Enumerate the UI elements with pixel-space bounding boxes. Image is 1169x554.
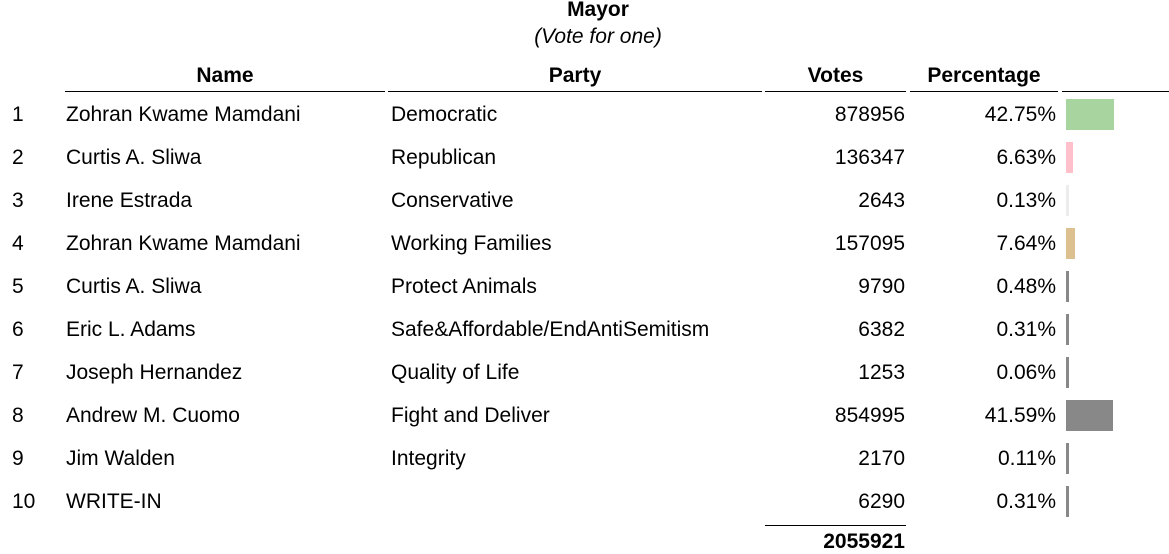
column-header: Name (196, 64, 254, 87)
header-rule (65, 91, 385, 92)
votes: 6382 (858, 318, 905, 341)
percentage-bar (1066, 314, 1069, 345)
votes: 6290 (858, 490, 905, 513)
party: Working Families (391, 232, 552, 255)
party: Safe&Affordable/EndAntiSemitism (391, 318, 710, 341)
candidate-name: Irene Estrada (66, 189, 193, 212)
candidate-name: Zohran Kwame Mamdani (66, 232, 301, 255)
rank: 2 (12, 146, 24, 169)
percentage-bar (1066, 142, 1074, 173)
votes: 9790 (858, 275, 905, 298)
rank: 9 (12, 447, 24, 470)
rank: 6 (12, 318, 24, 341)
votes: 136347 (834, 146, 905, 169)
candidate-name: Eric L. Adams (66, 318, 196, 341)
percentage: 42.75% (984, 103, 1056, 126)
subtitle: (Vote for one) (534, 25, 662, 48)
votes: 2643 (858, 189, 905, 212)
party: Republican (391, 146, 497, 169)
percentage-bar (1066, 486, 1069, 517)
party: Quality of Life (391, 361, 520, 384)
column-header: Party (548, 64, 602, 87)
candidate-name: Jim Walden (66, 447, 175, 470)
percentage-bar (1066, 185, 1069, 216)
rank: 3 (12, 189, 24, 212)
rank: 8 (12, 404, 24, 427)
header-rule (765, 91, 906, 92)
party: Democratic (391, 103, 498, 126)
percentage-bar (1066, 400, 1113, 431)
rank: 4 (12, 232, 24, 255)
percentage: 0.31% (996, 490, 1056, 513)
percentage-bar (1066, 99, 1114, 130)
percentage: 7.64% (996, 232, 1056, 255)
votes: 2170 (858, 447, 905, 470)
rank: 5 (12, 275, 24, 298)
percentage-bar (1066, 228, 1075, 259)
percentage: 0.06% (996, 361, 1056, 384)
percentage-bar (1066, 271, 1069, 302)
party: Protect Animals (391, 275, 537, 298)
votes: 854995 (834, 404, 905, 427)
rank: 1 (12, 103, 24, 126)
header-rule (1062, 91, 1169, 92)
votes: 1253 (858, 361, 905, 384)
party: Conservative (391, 189, 514, 212)
candidate-name: WRITE-IN (66, 490, 162, 513)
candidate-name: Joseph Hernandez (66, 361, 243, 384)
party: Fight and Deliver (391, 404, 550, 427)
percentage-bar (1066, 443, 1069, 474)
total-rule (765, 525, 906, 526)
percentage: 0.31% (996, 318, 1056, 341)
candidate-name: Curtis A. Sliwa (66, 146, 202, 169)
percentage: 0.48% (996, 275, 1056, 298)
party: Integrity (391, 447, 466, 470)
percentage: 0.11% (998, 447, 1056, 470)
total-votes: 2055921 (823, 530, 905, 553)
rank: 10 (12, 490, 36, 513)
percentage: 6.63% (996, 146, 1056, 169)
votes: 878956 (834, 103, 905, 126)
candidate-name: Andrew M. Cuomo (66, 404, 240, 427)
percentage-bar (1066, 357, 1069, 388)
candidate-name: Curtis A. Sliwa (66, 275, 202, 298)
percentage: 0.13% (996, 189, 1056, 212)
votes: 157095 (834, 232, 905, 255)
candidate-name: Zohran Kwame Mamdani (66, 103, 301, 126)
rank: 7 (12, 361, 24, 384)
header-rule (388, 91, 762, 92)
column-header: Percentage (927, 64, 1041, 87)
percentage: 41.59% (984, 404, 1056, 427)
title: Mayor (567, 0, 629, 21)
column-header: Votes (807, 64, 864, 87)
header-rule (910, 91, 1058, 92)
